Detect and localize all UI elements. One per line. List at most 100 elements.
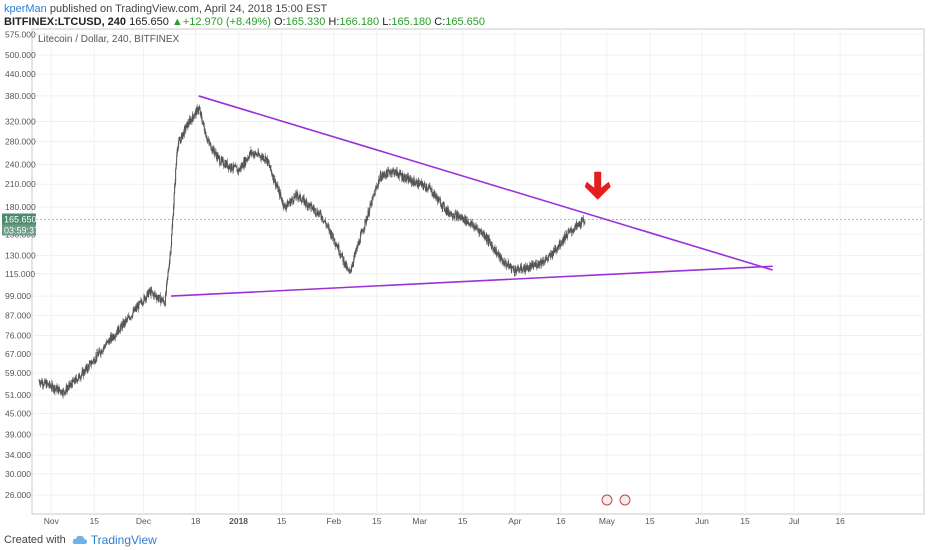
candle-body — [217, 154, 219, 160]
candle-body — [396, 170, 398, 176]
candle-body — [359, 235, 361, 243]
candle-body — [84, 368, 86, 374]
candle-body — [558, 240, 560, 247]
candle-body — [350, 270, 352, 272]
candle-body — [444, 210, 446, 212]
candle-body — [170, 246, 172, 254]
candle-body — [56, 387, 58, 392]
candle-body — [393, 170, 395, 176]
candle-body — [422, 186, 424, 189]
candle-body — [316, 210, 318, 215]
candle-body — [188, 124, 190, 125]
candle-body — [489, 240, 491, 244]
lower-trendline[interactable] — [171, 265, 773, 297]
candle-body — [125, 319, 127, 324]
candle-body — [388, 170, 390, 172]
candle-body — [551, 254, 553, 257]
candle-body — [270, 165, 272, 171]
flag-icon[interactable] — [601, 494, 613, 506]
candle-body — [268, 162, 270, 164]
candle-body — [458, 215, 460, 219]
tradingview-brand[interactable]: TradingView — [72, 533, 157, 547]
candle-body — [305, 203, 307, 205]
candle-body — [464, 216, 466, 223]
candle-body — [226, 161, 228, 167]
candle-body — [370, 203, 372, 206]
down-arrow-annotation[interactable] — [584, 171, 611, 200]
candle-body — [528, 268, 530, 272]
candle-body — [225, 162, 227, 167]
candle-body — [580, 226, 582, 227]
candle-body — [341, 253, 343, 257]
candle-body — [297, 198, 299, 199]
candle-body — [154, 293, 156, 294]
candle-body — [418, 180, 420, 187]
candle-body — [122, 321, 124, 327]
candle-body — [466, 219, 468, 223]
candle-body — [430, 188, 432, 190]
candle-body — [112, 337, 114, 339]
candle-body — [313, 208, 315, 211]
candle-body — [349, 269, 351, 273]
author-link[interactable]: kperMan — [4, 3, 47, 15]
x-tick-label: Dec — [136, 516, 152, 526]
candle-body — [510, 264, 512, 271]
candle-body — [482, 231, 484, 234]
candle-body — [525, 265, 527, 271]
candle-body — [396, 170, 398, 174]
candle-body — [71, 379, 73, 388]
candle-body — [388, 170, 390, 173]
candle-body — [157, 296, 159, 301]
candle-body — [216, 154, 218, 160]
candle-body — [494, 246, 496, 254]
candle-body — [235, 165, 237, 167]
candle-body — [554, 250, 556, 252]
candle-body — [488, 237, 490, 241]
down-arrow-icon[interactable] — [584, 171, 611, 200]
candle-body — [525, 265, 527, 270]
candle-body — [580, 220, 582, 227]
candle-body — [47, 383, 49, 386]
candle-body — [210, 149, 212, 151]
candle-body — [531, 263, 533, 265]
candle-body — [362, 231, 364, 233]
candle-body — [341, 253, 343, 255]
flag-icon[interactable] — [619, 494, 631, 506]
candle-body — [269, 166, 271, 169]
candle-body — [239, 169, 241, 172]
candle-body — [290, 199, 292, 202]
candle-body — [107, 340, 109, 344]
candle-body — [105, 344, 107, 346]
candle-body — [130, 316, 132, 319]
candle-body — [66, 388, 68, 392]
candle-body — [401, 173, 403, 179]
candle-body — [402, 173, 404, 181]
candle-body — [86, 369, 88, 371]
candle-body — [370, 201, 372, 206]
candle-body — [360, 231, 362, 233]
candle-body — [82, 369, 84, 371]
chart-svg[interactable]: 575.000 500.000 440.000 380.000 320.000 280.0… — [0, 27, 932, 527]
upper-trendline[interactable] — [198, 95, 773, 271]
candle-body — [178, 140, 180, 145]
candle-body — [434, 191, 436, 196]
candle-body — [301, 200, 303, 203]
candle-body — [291, 198, 293, 200]
chart-container[interactable]: 575.000 500.000 440.000 380.000 320.000 280.0… — [0, 27, 932, 527]
candle-body — [241, 165, 243, 168]
candle-body — [303, 197, 305, 204]
candle-body — [43, 385, 45, 386]
candle-body — [377, 182, 379, 187]
candle-body — [91, 361, 93, 362]
candle-body — [135, 306, 137, 310]
x-tick-label: Jun — [695, 516, 709, 526]
candle-body — [154, 293, 156, 296]
candle-body — [491, 245, 493, 247]
candle-body — [394, 173, 396, 176]
candle-body — [85, 368, 87, 370]
event-flags[interactable] — [601, 494, 631, 506]
candle-body — [416, 180, 418, 186]
candle-body — [259, 154, 261, 157]
candle-body — [548, 255, 550, 258]
candle-body — [44, 379, 46, 384]
